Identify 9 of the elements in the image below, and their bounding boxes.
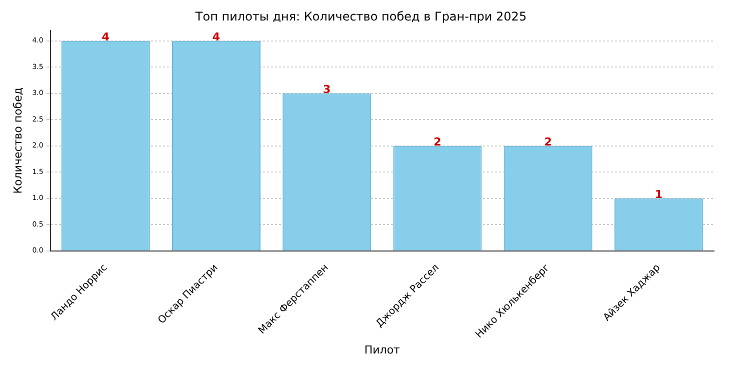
data-label: 3 — [323, 82, 331, 96]
data-label: 4 — [102, 30, 110, 44]
data-label: 2 — [434, 135, 442, 148]
y-axis-title: Количество побед — [11, 87, 24, 194]
data-label: 4 — [212, 30, 220, 44]
data-label: 2 — [544, 135, 552, 148]
chart-title: Топ пилоты дня: Количество побед в Гран-при 2025 — [194, 9, 527, 24]
data-label: 1 — [654, 188, 663, 201]
x-axis-title: Пилот — [364, 343, 401, 356]
